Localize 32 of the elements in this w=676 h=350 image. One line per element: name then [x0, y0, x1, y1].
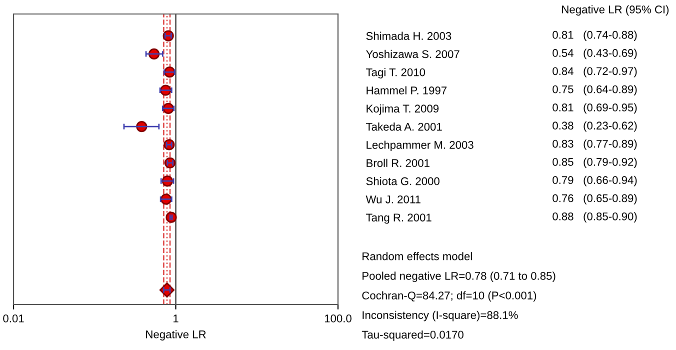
x-axis-title: Negative LR — [146, 330, 206, 340]
x-tick-label: 0.01 — [3, 314, 24, 322]
x-tick-label: 1 — [174, 314, 178, 322]
y-tick-label: Takeda A. 2001 — [366, 122, 442, 131]
text: Inconsistency (I-square)=88.1% — [362, 310, 518, 322]
data-label: 0.83 (0.77-0.89) — [552, 140, 637, 150]
text: Cochran-Q=84.27; df=10 (P<0.001) — [362, 291, 536, 302]
text: Pooled negative LR=0.78 (0.71 to 0.85) — [362, 272, 556, 282]
data-label: 0.76 (0.65-0.89) — [552, 194, 637, 204]
y-tick-label: Shiota G. 2000 — [366, 177, 440, 186]
y-tick-label: Wu J. 2011 — [366, 195, 420, 204]
data-label: 0.81 (0.74-0.88) — [552, 30, 637, 41]
data-label: 0.38 (0.23-0.62) — [552, 121, 637, 132]
data-label: 0.81 (0.69-0.95) — [552, 103, 637, 114]
y-tick-label: Tagi T. 2010 — [366, 68, 426, 78]
data-label: 0.79 (0.66-0.94) — [552, 176, 637, 186]
text: Tau-squared=0.0170 — [362, 330, 464, 341]
y-tick-label: Lechpammer M. 2003 — [366, 140, 474, 152]
data-label: 0.84 (0.72-0.97) — [552, 66, 637, 78]
text: Negative LR (95% CI) — [562, 5, 669, 16]
text: Random effects model — [362, 252, 472, 260]
y-tick-label: Hammel P. 1997 — [366, 86, 447, 94]
y-tick-label: Kojima T. 2009 — [366, 104, 439, 115]
data-label: 0.54 (0.43-0.69) — [552, 48, 637, 60]
data-label: 0.88 (0.85-0.90) — [552, 212, 637, 223]
data-label: 0.85 (0.79-0.92) — [552, 158, 637, 168]
x-tick-label: 100.0 — [324, 314, 352, 322]
y-tick-label: Yoshizawa S. 2007 — [366, 50, 460, 58]
data-label: 0.75 (0.64-0.89) — [552, 85, 637, 96]
y-tick-label: Shimada H. 2003 — [366, 32, 452, 40]
y-tick-label: Broll R. 2001 — [366, 158, 430, 168]
y-tick-label: Tang R. 2001 — [366, 214, 432, 224]
